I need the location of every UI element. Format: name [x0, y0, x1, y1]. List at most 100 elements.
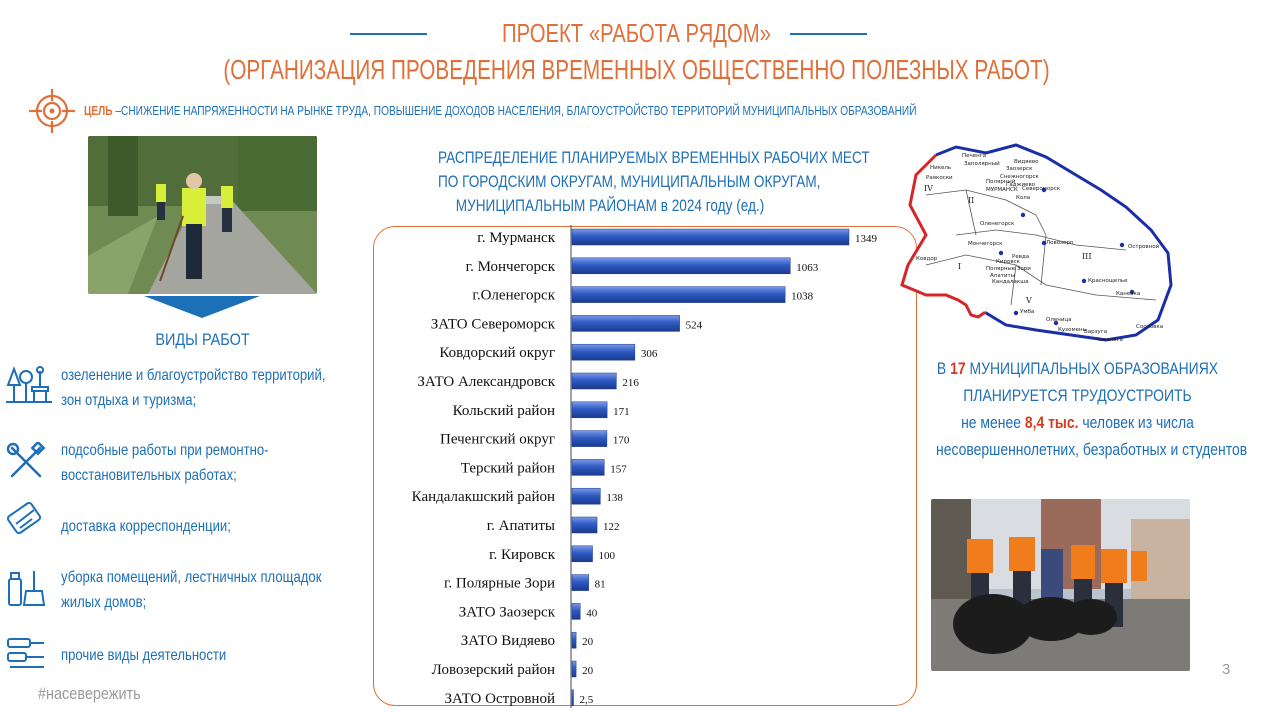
work-item-cleaning-line1: уборка помещений, лестничных площадок	[61, 569, 322, 586]
people-count: 8,4 тыс.	[1024, 413, 1079, 432]
chart-frame	[373, 226, 917, 706]
category-label: ЗАТО Заозерск	[459, 604, 556, 620]
chart-title-line3: МУНИЦИПАЛЬНЫМ РАЙОНАМ в 2024 году (ед.)	[455, 196, 765, 215]
work-item-repair-line1: подсобные работы при ремонтно-	[61, 442, 269, 459]
info-line1-prefix: В	[936, 359, 951, 378]
work-item-other-line1: прочие виды деятельности	[61, 647, 227, 664]
category-label: г. Мурманск	[477, 230, 555, 246]
category-label: ЗАТО Североморск	[431, 316, 556, 332]
svg-text:Кола: Кола	[1016, 195, 1030, 201]
photo-street-cleaning	[88, 136, 317, 294]
value-label: 20	[582, 636, 594, 648]
work-item-delivery: доставка корреспонденции;	[0, 501, 350, 554]
work-types-title: ВИДЫ РАБОТ	[155, 330, 250, 349]
svg-text:Видяево: Видяево	[1014, 159, 1039, 165]
tree-bench-icon	[6, 366, 52, 403]
svg-text:V: V	[1025, 296, 1032, 305]
svg-text:Апатиты: Апатиты	[990, 273, 1015, 279]
category-label: г.Оленегорск	[472, 288, 555, 304]
bar	[571, 631, 577, 649]
svg-text:Заполярный: Заполярный	[964, 160, 1000, 167]
value-label: 138	[606, 492, 623, 504]
svg-text:Умба: Умба	[1020, 309, 1034, 315]
value-label: 170	[613, 435, 630, 447]
category-label: ЗАТО Видяево	[461, 633, 555, 649]
svg-text:II: II	[968, 196, 974, 205]
category-label: г. Полярные Зори	[444, 576, 555, 592]
municipalities-count: 17	[950, 359, 966, 378]
work-item-cleaning-line2: жилых домов;	[61, 594, 147, 611]
value-label: 306	[641, 348, 658, 360]
bar	[571, 401, 608, 419]
bar	[571, 516, 598, 534]
value-label: 81	[595, 579, 606, 591]
svg-text:Варзуга: Варзуга	[1084, 329, 1107, 335]
bar	[571, 459, 605, 476]
svg-text:Мончегорск: Мончегорск	[968, 241, 1003, 247]
info-line3-prefix: не менее	[961, 413, 1025, 432]
header-line-right	[790, 33, 867, 35]
svg-text:Заозерск: Заозерск	[1006, 166, 1033, 172]
work-item-other: прочие виды деятельности	[0, 638, 350, 683]
employment-info: В 17 МУНИЦИПАЛЬНЫХ ОБРАЗОВАНИЯХ ПЛАНИРУЕ…	[905, 355, 1250, 463]
svg-text:Североморск: Североморск	[1022, 186, 1061, 192]
bar	[571, 487, 601, 505]
svg-text:Островной: Островной	[1128, 243, 1160, 250]
wrench-screwdriver-icon	[6, 442, 46, 478]
svg-text:Гаджиево: Гаджиево	[1006, 182, 1036, 188]
bar	[571, 228, 850, 246]
value-label: 2,5	[580, 694, 594, 706]
work-item-repair: подсобные работы при ремонтно-восстанови…	[0, 438, 350, 490]
bar	[571, 574, 589, 591]
value-label: 157	[610, 463, 627, 475]
work-item-greening-line2: зон отдыха и туризма;	[61, 392, 197, 409]
bar	[571, 430, 608, 447]
category-label: ЗАТО Александровск	[417, 374, 555, 390]
chart-title: РАСПРЕДЕЛЕНИЕ ПЛАНИРУЕМЫХ ВРЕМЕННЫХ РАБО…	[395, 146, 870, 218]
hashtag: #насевережить	[38, 684, 141, 703]
cleaning-supplies-icon	[8, 571, 46, 606]
svg-text:Чаваньга: Чаваньга	[1096, 337, 1123, 343]
svg-text:Ревда: Ревда	[1012, 254, 1029, 260]
page-number: 3	[1222, 661, 1231, 678]
value-label: 1038	[791, 291, 814, 303]
category-label: Терский район	[461, 460, 555, 476]
category-label: Кольский район	[453, 403, 555, 419]
category-label: г. Мончегорск	[466, 259, 556, 275]
svg-text:Снежногорск: Снежногорск	[1000, 174, 1040, 180]
work-item-delivery-line1: доставка корреспонденции;	[61, 518, 231, 535]
bar	[571, 315, 680, 332]
work-item-greening-line1: озеленение и благоустройство территорий,	[61, 367, 326, 384]
goal-label: ЦЕЛЬ	[84, 103, 113, 118]
svg-text:Краснощелье: Краснощелье	[1088, 278, 1128, 284]
value-label: 216	[622, 377, 639, 389]
tools-icon	[7, 638, 44, 668]
bar	[571, 372, 617, 390]
value-label: 524	[686, 319, 703, 331]
info-line3-suffix: человек из числа	[1078, 413, 1194, 432]
svg-text:МУРМАНСК: МУРМАНСК	[986, 187, 1018, 193]
bar	[571, 545, 593, 563]
work-item-repair-line2: восстановительных работах;	[61, 467, 237, 484]
chart-title-line1: РАСПРЕДЕЛЕНИЕ ПЛАНИРУЕМЫХ ВРЕМЕННЫХ РАБО…	[438, 148, 870, 167]
svg-text:Оленегорск: Оленегорск	[980, 221, 1015, 227]
target-icon	[29, 89, 75, 133]
svg-text:I: I	[958, 262, 961, 271]
svg-text:Никель: Никель	[930, 165, 951, 171]
value-label: 40	[586, 607, 598, 619]
bar	[571, 343, 636, 361]
bar	[571, 660, 577, 678]
value-label: 20	[582, 665, 594, 677]
svg-text:III: III	[1082, 252, 1091, 261]
value-label: 171	[613, 406, 630, 418]
chart-title-line2: ПО ГОРОДСКИМ ОКРУГАМ, МУНИЦИПАЛЬНЫМ ОКРУ…	[438, 172, 821, 191]
svg-text:IV: IV	[924, 184, 933, 193]
category-label: Печенгский округ	[440, 432, 555, 448]
header-line-left	[350, 33, 427, 35]
info-line4: несовершеннолетних, безработных и студен…	[936, 440, 1248, 459]
category-label: г. Апатиты	[487, 518, 555, 534]
bar	[571, 689, 574, 707]
svg-text:Кузомень: Кузомень	[1058, 327, 1086, 333]
svg-text:Кандалакша: Кандалакша	[992, 279, 1029, 285]
